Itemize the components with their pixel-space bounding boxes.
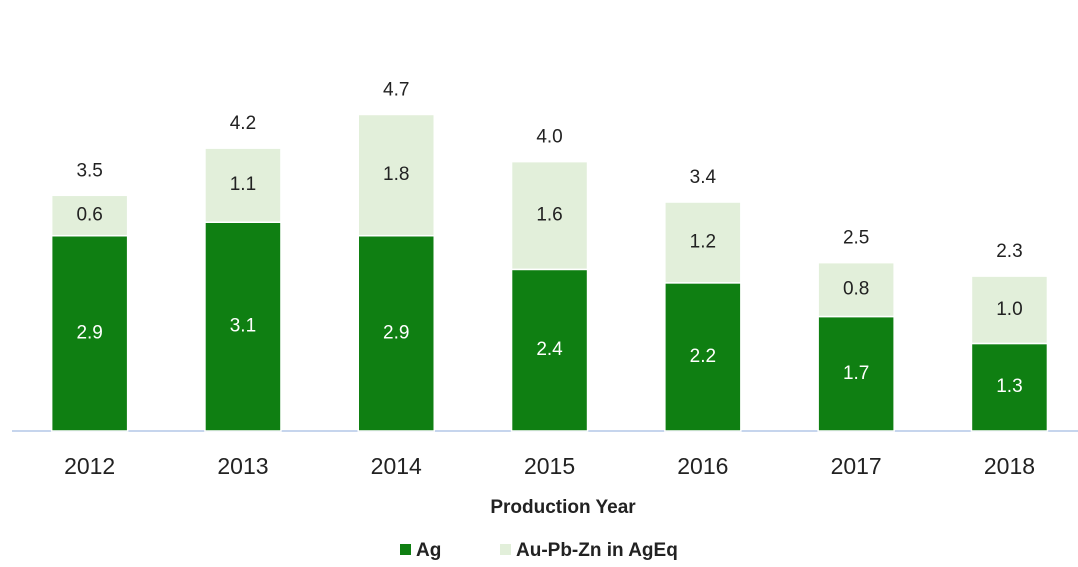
bar-segment: [970, 342, 1049, 432]
x-tick-label: 2016: [677, 453, 728, 479]
data-label: 2.9: [76, 322, 102, 343]
total-label: 4.2: [230, 113, 256, 134]
bar-segment: [510, 160, 589, 271]
legend-swatch: [400, 544, 411, 555]
x-tick-label: 2018: [984, 453, 1035, 479]
data-label: 1.0: [996, 299, 1022, 320]
bar-segment: [664, 282, 742, 432]
x-tick-label: 2012: [64, 453, 115, 479]
data-label: 1.6: [536, 205, 562, 226]
data-label: 0.8: [843, 279, 869, 300]
bar-segment: [817, 315, 895, 432]
data-label: 1.8: [383, 164, 409, 185]
data-label: 1.7: [843, 363, 869, 384]
bar-segment: [357, 234, 435, 432]
x-tick-label: 2017: [831, 453, 882, 479]
x-axis-title: Production Year: [490, 497, 636, 518]
data-label: 1.1: [230, 174, 256, 195]
data-label: 2.2: [690, 346, 716, 367]
data-label: 2.4: [536, 339, 563, 360]
bar-segment: [510, 268, 589, 432]
bar-segment: [50, 234, 129, 432]
x-tick-label: 2013: [217, 453, 268, 479]
bar-segment: [50, 194, 129, 237]
total-label: 2.5: [843, 228, 869, 249]
data-label: 1.2: [690, 231, 716, 252]
total-label: 4.0: [536, 127, 562, 148]
legend-label: Au-Pb-Zn in AgEq: [516, 540, 678, 561]
bar-segment: [204, 147, 282, 223]
legend-swatch: [500, 544, 511, 555]
data-label: 1.3: [996, 376, 1022, 397]
total-label: 3.5: [76, 160, 102, 181]
total-label: 2.3: [996, 241, 1022, 262]
total-label: 3.4: [690, 167, 717, 188]
legend-label: Ag: [416, 540, 441, 561]
bar-segment: [970, 275, 1049, 345]
data-label: 3.1: [230, 316, 256, 337]
bar-segment: [817, 261, 895, 318]
total-label: 4.7: [383, 80, 409, 101]
x-tick-label: 2015: [524, 453, 575, 479]
x-tick-label: 2014: [371, 453, 422, 479]
bar-segment: [357, 113, 435, 237]
bar-segment: [664, 201, 742, 284]
data-label: 0.6: [76, 205, 102, 226]
data-label: 2.9: [383, 322, 409, 343]
